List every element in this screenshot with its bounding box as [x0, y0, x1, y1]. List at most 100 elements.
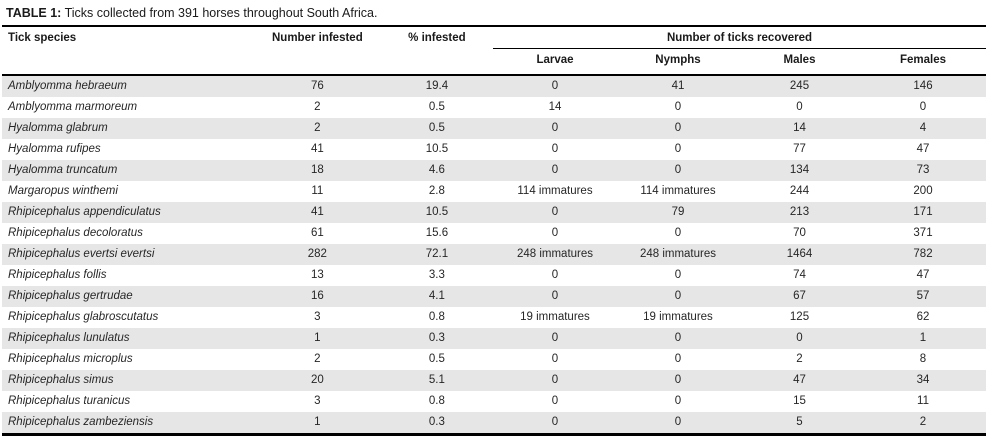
larvae-cell: 0 [551, 80, 559, 92]
pct-infested-cell: 4.6 [428, 164, 445, 176]
larvae-cell: 0 [551, 206, 559, 218]
pct-infested-cell: 15.6 [425, 227, 449, 239]
number-infested-cell: 3 [314, 395, 321, 407]
larvae-cell: 248 immatures [516, 248, 594, 260]
pct-infested-cell: 19.4 [425, 80, 449, 92]
nymphs-cell: 0 [674, 290, 682, 302]
species-cell: Rhipicephalus zambeziensis [8, 416, 154, 428]
pct-infested-cell: 0.3 [428, 416, 445, 428]
pct-infested-cell: 0.5 [428, 101, 445, 113]
larvae-cell: 0 [551, 353, 559, 365]
pct-infested-cell: 3.3 [428, 269, 445, 281]
nymphs-cell: 0 [674, 143, 682, 155]
nymphs-cell: 79 [671, 206, 685, 218]
pct-infested-cell: 10.5 [425, 143, 449, 155]
males-cell: 125 [789, 311, 810, 323]
larvae-cell: 19 immatures [520, 311, 590, 323]
pct-infested-cell: 0.5 [428, 353, 445, 365]
pct-infested-cell: 72.1 [425, 248, 449, 260]
pct-infested-cell: 0.8 [428, 395, 445, 407]
nymphs-cell: 19 immatures [643, 311, 713, 323]
males-cell: 244 [789, 185, 810, 197]
col-header-pct-infested: % infested [408, 32, 466, 44]
females-cell: 171 [913, 206, 933, 218]
males-cell: 70 [793, 227, 806, 239]
females-cell: 62 [916, 311, 930, 323]
larvae-cell: 0 [551, 227, 559, 239]
males-cell: 134 [789, 164, 810, 176]
number-infested-cell: 2 [314, 353, 321, 365]
nymphs-cell: 0 [674, 416, 682, 428]
larvae-cell: 0 [551, 164, 559, 176]
number-infested-cell: 16 [310, 290, 324, 302]
larvae-cell: 114 immatures [517, 185, 593, 197]
nymphs-cell: 0 [674, 227, 682, 239]
nymphs-cell: 0 [674, 353, 682, 365]
number-infested-cell: 13 [310, 269, 324, 281]
table-row: Amblyomma marmoreum 2 0.5 14 0 0 0 [2, 97, 986, 118]
number-infested-cell: 76 [310, 80, 324, 92]
females-cell: 47 [916, 143, 930, 155]
number-infested-cell: 2 [314, 122, 321, 134]
larvae-cell: 0 [551, 332, 559, 344]
males-cell: 213 [789, 206, 810, 218]
table-row: Hyalomma glabrum 2 0.5 0 0 14 4 [2, 118, 986, 139]
nymphs-cell: 0 [674, 269, 682, 281]
species-cell: Rhipicephalus lunulatus [8, 332, 130, 344]
species-cell: Rhipicephalus microplus [8, 353, 133, 365]
table-header: Tick species Number infested % infested … [2, 26, 986, 75]
table-row: Rhipicephalus glabroscutatus 3 0.8 19 immat… [2, 307, 986, 328]
larvae-cell: 0 [551, 143, 559, 155]
table-row: Rhipicephalus turanicus 3 0.8 0 0 15 11 [2, 391, 986, 412]
species-cell: Rhipicephalus gertrudae [8, 290, 133, 302]
table-caption-text: Ticks collected from 391 horses througho… [64, 6, 378, 20]
number-infested-cell: 1 [314, 332, 321, 344]
number-infested-cell: 41 [310, 143, 324, 155]
number-infested-cell: 1 [314, 416, 321, 428]
pct-infested-cell: 0.8 [428, 311, 445, 323]
table-row: Rhipicephalus follis 13 3.3 0 0 74 47 [2, 265, 986, 286]
number-infested-cell: 18 [310, 164, 324, 176]
females-cell: 34 [916, 374, 930, 386]
females-cell: 146 [913, 80, 933, 92]
table-row: Rhipicephalus simus 20 5.1 0 0 47 34 [2, 370, 986, 391]
table-caption-label: TABLE 1: [6, 6, 62, 20]
pct-infested-cell: 10.5 [425, 206, 449, 218]
table-body: Amblyomma hebraeum 76 19.4 0 41 245 146 Amblyom… [2, 75, 986, 435]
females-cell: 371 [913, 227, 933, 239]
larvae-cell: 14 [548, 101, 562, 113]
ticks-table: Tick species Number infested % infested … [2, 25, 986, 436]
table-row: Hyalomma rufipes 41 10.5 0 0 77 47 [2, 139, 986, 160]
females-cell: 2 [919, 416, 927, 428]
species-cell: Hyalomma truncatum [8, 164, 118, 176]
col-header-group-ticks-recovered: Number of ticks recovered [493, 26, 986, 49]
species-cell: Amblyomma marmoreum [8, 101, 138, 113]
males-cell: 2 [796, 353, 803, 365]
larvae-cell: 0 [551, 416, 559, 428]
species-cell: Hyalomma rufipes [8, 143, 101, 155]
species-cell: Rhipicephalus evertsi evertsi [8, 248, 155, 260]
species-cell: Amblyomma hebraeum [8, 80, 127, 92]
number-infested-cell: 11 [311, 185, 324, 197]
species-cell: Rhipicephalus simus [8, 374, 114, 386]
table-row: Rhipicephalus decoloratus 61 15.6 0 0 70 371 [2, 223, 986, 244]
nymphs-cell: 0 [674, 374, 682, 386]
larvae-cell: 0 [551, 395, 559, 407]
males-cell: 0 [796, 101, 803, 113]
females-cell: 73 [916, 164, 930, 176]
females-cell: 200 [913, 185, 933, 197]
col-header-nymphs: Nymphs [655, 54, 701, 66]
col-header-larvae: Larvae [536, 54, 574, 66]
col-header-males: Males [783, 54, 816, 66]
table-row: Rhipicephalus evertsi evertsi 282 72.1 248 … [2, 244, 986, 265]
nymphs-cell: 0 [674, 395, 682, 407]
larvae-cell: 0 [551, 122, 559, 134]
table-row: Hyalomma truncatum 18 4.6 0 0 134 73 [2, 160, 986, 181]
species-cell: Rhipicephalus glabroscutatus [8, 311, 159, 323]
col-header-tick-species: Tick species [8, 32, 77, 44]
pct-infested-cell: 0.5 [428, 122, 445, 134]
males-cell: 74 [793, 269, 806, 281]
number-infested-cell: 20 [310, 374, 324, 386]
larvae-cell: 0 [551, 269, 559, 281]
males-cell: 47 [793, 374, 806, 386]
